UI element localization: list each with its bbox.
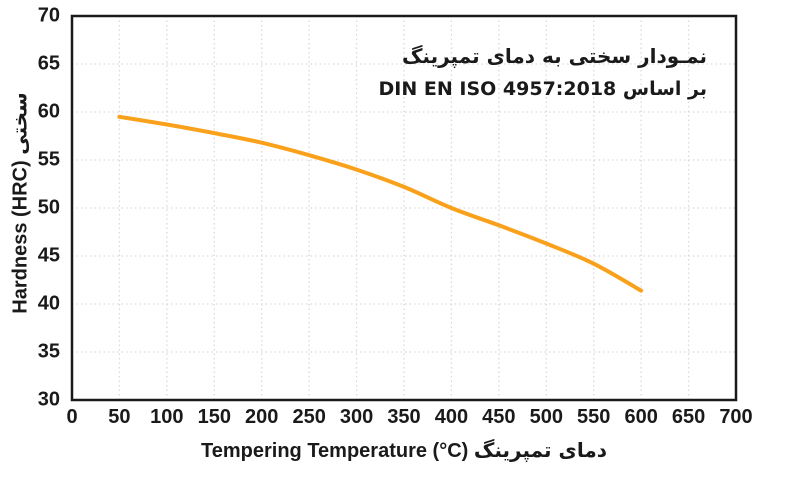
y-tick-label: 55 xyxy=(37,148,60,171)
y-tick-label: 70 xyxy=(37,4,60,27)
x-tick-label: 600 xyxy=(624,406,658,428)
x-axis-title-fa: دمای تمپرینگ xyxy=(473,438,607,462)
x-tick-label: 250 xyxy=(292,406,326,428)
hardness-curve xyxy=(117,114,644,293)
x-tick-label: 100 xyxy=(150,406,184,428)
x-tick-label: 550 xyxy=(577,406,611,428)
y-tick-label: 35 xyxy=(37,340,60,363)
chart-title-line1: نمـودار سختی به دمای تمپرینگ xyxy=(401,44,707,68)
x-tick-label: 300 xyxy=(339,406,374,428)
y-tick-label: 65 xyxy=(37,52,60,75)
x-tick-label: 650 xyxy=(671,406,706,428)
x-tick-label: 450 xyxy=(482,406,516,428)
x-tick-label: 200 xyxy=(245,406,279,428)
y-tick-label: 50 xyxy=(37,196,60,219)
y-axis-title-fa: سختی xyxy=(7,92,32,155)
y-tick-label: 40 xyxy=(37,292,60,315)
y-axis-title-en: Hardness (HRC) xyxy=(9,160,32,314)
x-axis-title-en: Tempering Temperature (°C) xyxy=(201,440,469,462)
plot-border xyxy=(70,14,738,402)
x-tick-label: 150 xyxy=(197,406,231,428)
chart-title: نمـودار سختی به دمای تمپرینگ بر اساس DIN… xyxy=(379,41,707,104)
x-tick-label: 700 xyxy=(719,406,753,428)
y-tick-label: 60 xyxy=(37,100,60,123)
x-tick-label: 400 xyxy=(434,406,469,428)
y-axis-title: Hardness (HRC) سختی xyxy=(8,92,33,313)
x-tick-label: 50 xyxy=(108,406,131,428)
y-tick-label: 45 xyxy=(37,244,60,267)
x-axis-title: Tempering Temperature (°C) دمای تمپرینگ xyxy=(201,438,607,463)
y-tick-label: 30 xyxy=(37,388,60,411)
chart-title-line2: بر اساس DIN EN ISO 4957:2018 xyxy=(378,78,707,100)
x-tick-label: 0 xyxy=(66,406,78,428)
x-tick-label: 350 xyxy=(387,406,421,428)
x-tick-label: 500 xyxy=(529,406,563,428)
